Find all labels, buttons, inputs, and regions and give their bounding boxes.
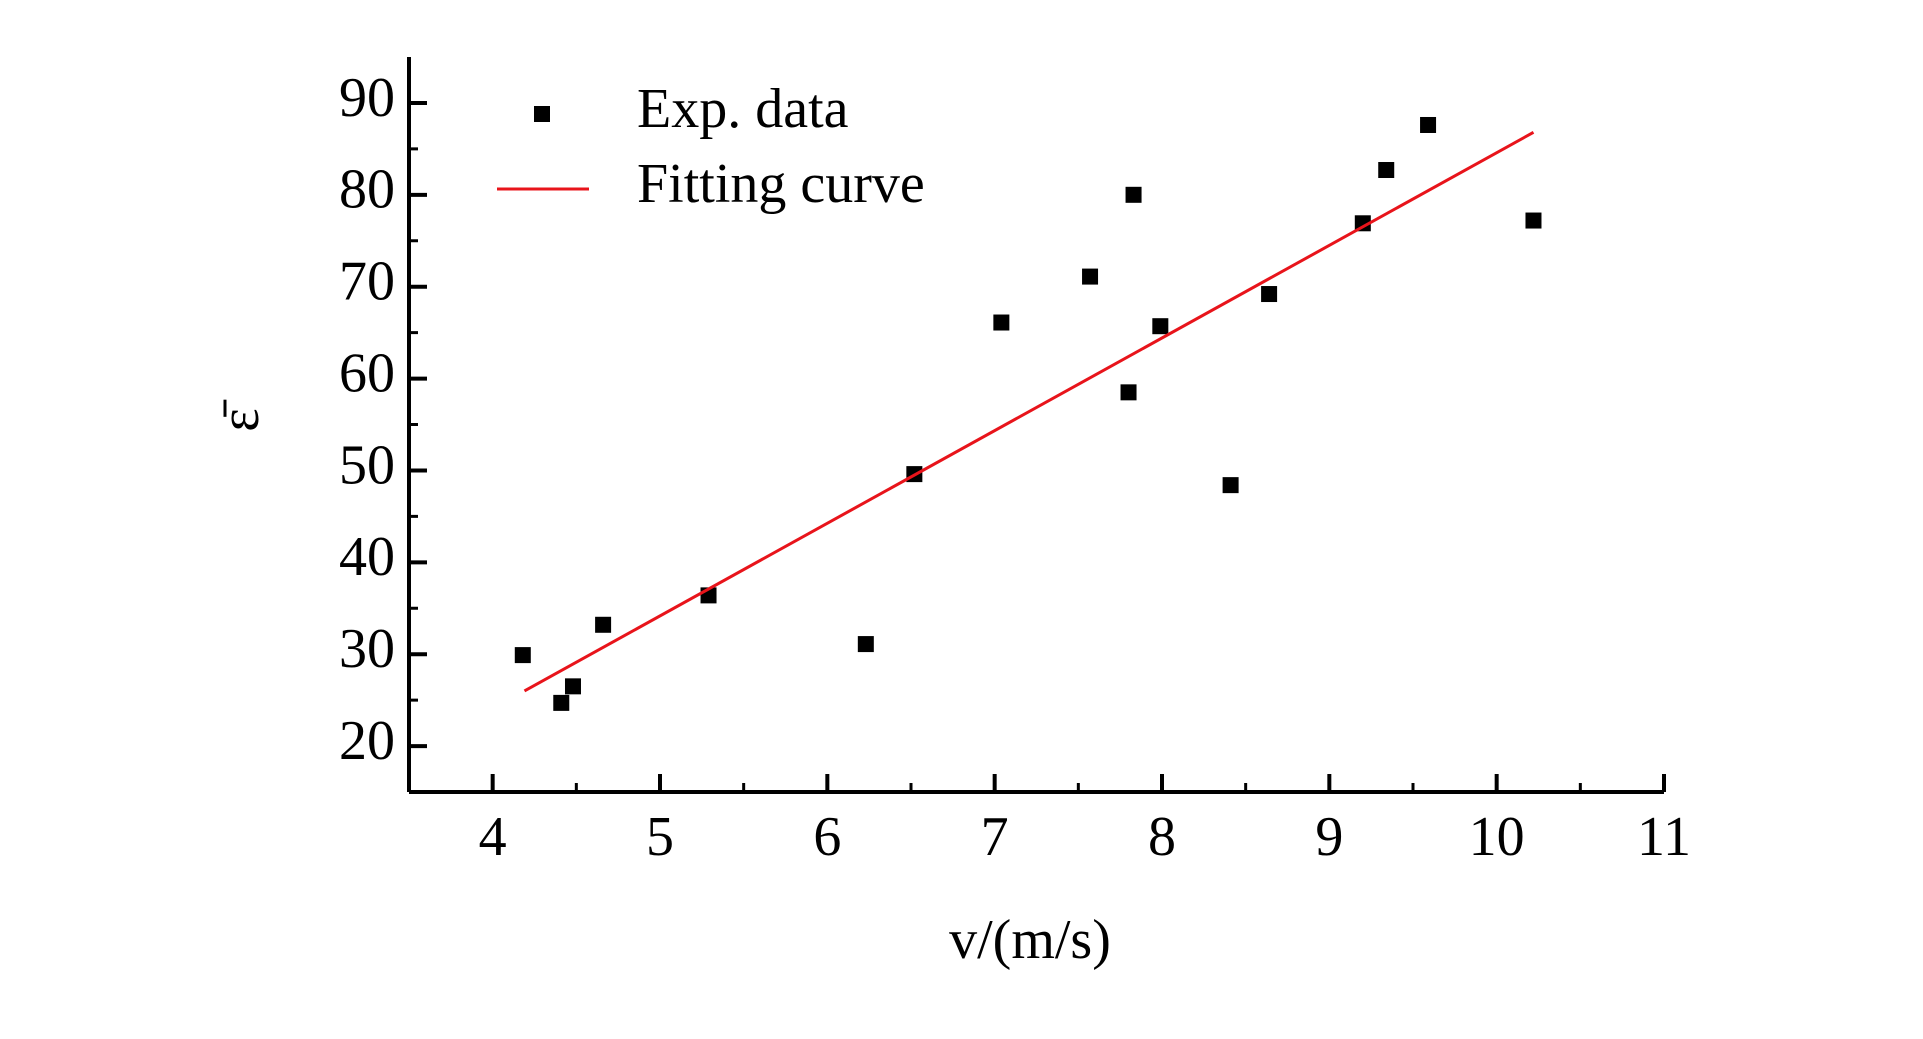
data-point: [1378, 162, 1395, 179]
data-point: [553, 694, 570, 711]
data-point: [857, 636, 874, 653]
data-point: [1120, 384, 1137, 401]
x-tick-label: 11: [1637, 806, 1691, 868]
y-tick-label: 50: [339, 434, 395, 496]
x-tick-label: 8: [1148, 806, 1176, 868]
data-point: [1222, 477, 1239, 494]
y-tick-label: 40: [339, 526, 395, 588]
legend-label: Exp. data: [637, 78, 849, 140]
x-tick-label: 7: [981, 806, 1009, 868]
y-tick-label: 60: [339, 342, 395, 404]
data-point: [1420, 116, 1437, 133]
y-axis-label: ε̄: [209, 399, 271, 432]
x-tick-label: 4: [479, 806, 507, 868]
fit-line: [523, 131, 1535, 693]
y-tick-label: 20: [339, 710, 395, 772]
legend-marker: [534, 106, 550, 122]
x-axis-label: v/(m/s): [949, 909, 1111, 971]
x-tick-label: 6: [813, 806, 841, 868]
x-tick-label: 5: [646, 806, 674, 868]
y-tick-label: 30: [339, 618, 395, 680]
data-point: [1152, 318, 1169, 335]
data-point: [1354, 215, 1371, 232]
data-point: [1261, 286, 1278, 303]
data-point: [514, 647, 531, 664]
y-tick-label: 90: [339, 67, 395, 129]
y-tick-label: 80: [339, 159, 395, 221]
y-tick-label: 70: [339, 251, 395, 313]
data-point: [1082, 268, 1099, 285]
data-point: [1525, 212, 1542, 229]
data-point: [595, 616, 612, 633]
x-tick-label: 9: [1315, 806, 1343, 868]
data-point: [1125, 186, 1142, 203]
data-point: [993, 314, 1010, 331]
x-tick-label: 10: [1469, 806, 1525, 868]
data-point: [564, 678, 581, 695]
legend-label: Fitting curve: [637, 153, 925, 215]
